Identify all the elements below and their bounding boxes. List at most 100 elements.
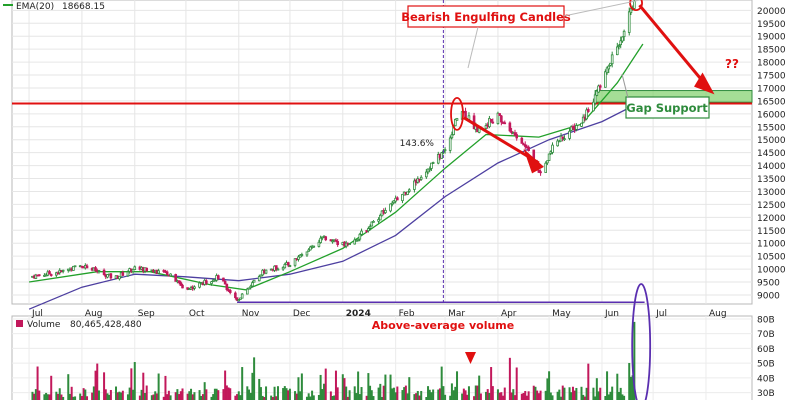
volume-tick-label: 50B bbox=[757, 360, 775, 370]
candle-body bbox=[307, 249, 310, 252]
volume-bar bbox=[138, 395, 141, 400]
y-tick-label: 19500 bbox=[757, 20, 786, 30]
volume-bar bbox=[473, 396, 476, 400]
volume-bar bbox=[227, 387, 230, 400]
bearish-leader-left bbox=[467, 26, 479, 69]
candle-body bbox=[324, 236, 328, 241]
x-tick-label: Dec bbox=[293, 309, 310, 319]
volume-bar bbox=[629, 376, 632, 400]
candle-body bbox=[561, 136, 565, 139]
volume-swatch bbox=[16, 320, 23, 327]
volume-bar bbox=[476, 385, 479, 400]
volume-bar bbox=[215, 388, 218, 400]
candle-body bbox=[609, 62, 612, 66]
volume-bar bbox=[607, 394, 610, 400]
volume-bar bbox=[191, 394, 194, 400]
volume-bar bbox=[479, 393, 482, 400]
volume-bar bbox=[478, 375, 481, 400]
volume-bar bbox=[115, 386, 118, 400]
candle-body bbox=[378, 214, 382, 221]
volume-bar bbox=[415, 393, 418, 400]
candle-body bbox=[179, 282, 183, 286]
candle-body bbox=[407, 189, 411, 192]
y-tick-label: 10500 bbox=[757, 253, 786, 263]
volume-tick-label: 30B bbox=[757, 389, 775, 399]
candle-body bbox=[73, 265, 77, 268]
candle-body bbox=[222, 277, 225, 282]
candle-body bbox=[329, 239, 333, 242]
volume-bar bbox=[606, 371, 609, 400]
volume-bar bbox=[365, 395, 368, 400]
candle-body bbox=[610, 54, 614, 65]
volume-bar bbox=[425, 397, 428, 400]
candle-body bbox=[431, 162, 435, 164]
volume-bar bbox=[31, 391, 34, 400]
candle-body bbox=[443, 149, 447, 152]
volume-bar bbox=[442, 386, 445, 400]
candle-body bbox=[353, 239, 357, 245]
candle-body bbox=[309, 246, 312, 251]
volume-bar bbox=[174, 392, 177, 400]
volume-bar bbox=[358, 394, 361, 400]
candle-body bbox=[348, 243, 351, 246]
candle-body bbox=[389, 203, 392, 212]
candle-body bbox=[360, 230, 363, 235]
volume-bar bbox=[464, 390, 467, 400]
candle-body bbox=[356, 239, 360, 242]
volume-bar bbox=[276, 386, 279, 400]
volume-bar bbox=[283, 386, 286, 400]
volume-bar bbox=[106, 393, 109, 400]
candle-body bbox=[580, 122, 583, 127]
candle-body bbox=[235, 297, 239, 301]
candle-body bbox=[396, 197, 399, 201]
volume-bar bbox=[563, 387, 566, 400]
volume-bar bbox=[496, 389, 499, 400]
candle-body bbox=[496, 112, 500, 124]
candle-body bbox=[413, 180, 416, 190]
y-tick-label: 9000 bbox=[757, 291, 780, 301]
candle-body bbox=[102, 269, 106, 275]
candle-body bbox=[508, 122, 512, 132]
candle-body bbox=[264, 269, 268, 274]
x-tick-label: Apr bbox=[501, 309, 517, 319]
volume-bar bbox=[369, 385, 372, 400]
volume-bar bbox=[253, 357, 256, 400]
decline-arrowhead bbox=[523, 148, 544, 174]
volume-bar bbox=[355, 393, 358, 400]
volume-bar bbox=[67, 374, 70, 400]
volume-bar bbox=[592, 387, 595, 400]
candle-body bbox=[283, 264, 287, 269]
volume-bar bbox=[430, 392, 433, 400]
candle-body bbox=[239, 297, 242, 300]
volume-bar bbox=[500, 392, 503, 400]
volume-bar bbox=[558, 389, 561, 400]
volume-bar bbox=[604, 395, 607, 400]
volume-bar bbox=[142, 372, 145, 400]
volume-bar bbox=[72, 396, 75, 400]
candle-body bbox=[61, 269, 65, 272]
gap-leader bbox=[621, 73, 629, 99]
volume-bar bbox=[34, 389, 37, 400]
volume-bar bbox=[305, 396, 308, 400]
volume-bar bbox=[389, 374, 392, 400]
candle-body bbox=[97, 270, 101, 272]
volume-bar bbox=[249, 392, 252, 400]
volume-bar bbox=[203, 382, 206, 400]
volume-bar bbox=[164, 375, 167, 400]
volume-bar bbox=[50, 375, 53, 400]
volume-bar bbox=[239, 395, 242, 400]
y-tick-label: 18000 bbox=[757, 59, 786, 69]
candle-body bbox=[384, 209, 387, 214]
candle-body bbox=[569, 126, 573, 131]
volume-bar bbox=[621, 394, 624, 400]
y-tick-label: 13500 bbox=[757, 175, 786, 185]
volume-bar bbox=[524, 391, 527, 400]
candle-body bbox=[537, 169, 541, 173]
volume-header: Volume 80,465,428,480 bbox=[16, 320, 142, 330]
volume-bar bbox=[248, 389, 251, 400]
candle-body bbox=[274, 265, 278, 270]
candle-body bbox=[607, 65, 611, 70]
volume-bar bbox=[353, 386, 356, 400]
volume-bar bbox=[467, 386, 470, 400]
volume-spike-circle bbox=[631, 283, 652, 400]
